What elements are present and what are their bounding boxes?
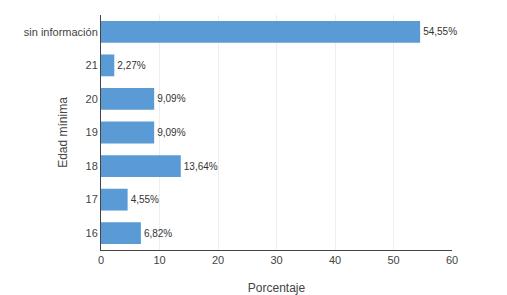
svg-text:20: 20 xyxy=(212,254,224,266)
svg-text:9,09%: 9,09% xyxy=(157,93,185,104)
svg-text:Edad mínima: Edad mínima xyxy=(56,97,70,168)
svg-text:21: 21 xyxy=(86,59,98,71)
svg-text:40: 40 xyxy=(329,254,341,266)
svg-text:4,55%: 4,55% xyxy=(131,194,159,205)
svg-text:18: 18 xyxy=(86,160,98,172)
svg-text:0: 0 xyxy=(98,254,104,266)
svg-text:13,64%: 13,64% xyxy=(184,161,218,172)
svg-text:16: 16 xyxy=(86,227,98,239)
svg-text:60: 60 xyxy=(446,254,458,266)
svg-text:20: 20 xyxy=(86,93,98,105)
svg-text:50: 50 xyxy=(387,254,399,266)
svg-text:sin información: sin información xyxy=(24,26,98,38)
svg-text:17: 17 xyxy=(86,193,98,205)
svg-text:6,82%: 6,82% xyxy=(144,228,172,239)
svg-text:2,27%: 2,27% xyxy=(117,60,145,71)
svg-text:30: 30 xyxy=(270,254,282,266)
svg-text:10: 10 xyxy=(153,254,165,266)
svg-text:19: 19 xyxy=(86,126,98,138)
svg-text:Porcentaje: Porcentaje xyxy=(248,281,306,295)
svg-text:54,55%: 54,55% xyxy=(423,26,457,37)
svg-text:9,09%: 9,09% xyxy=(157,127,185,138)
